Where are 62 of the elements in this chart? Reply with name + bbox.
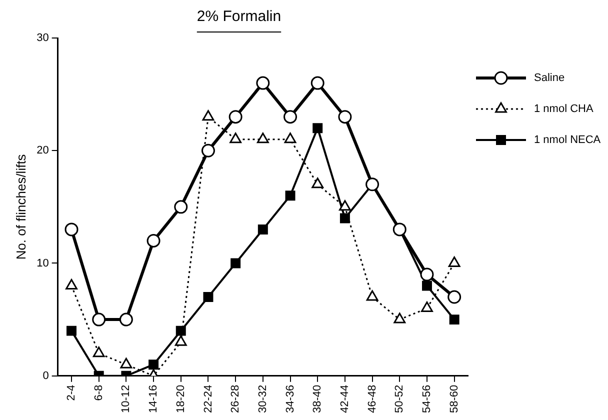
point bbox=[228, 110, 242, 124]
point bbox=[174, 200, 188, 214]
point bbox=[64, 222, 78, 236]
chart-title: 2% Formalin bbox=[196, 8, 282, 26]
point bbox=[176, 326, 186, 336]
point bbox=[284, 110, 298, 124]
point bbox=[92, 346, 105, 358]
x-tick-label: 22-24 bbox=[202, 384, 214, 414]
point bbox=[448, 256, 460, 267]
x-tick-label: 2-4 bbox=[66, 384, 78, 401]
legend-label: Saline bbox=[534, 72, 565, 84]
point bbox=[421, 302, 433, 312]
legend-label: 1 nmol NECA bbox=[534, 134, 602, 146]
point bbox=[340, 213, 350, 224]
point bbox=[284, 132, 296, 144]
point bbox=[230, 132, 242, 144]
point bbox=[174, 335, 187, 346]
point bbox=[449, 314, 460, 325]
point bbox=[201, 144, 215, 158]
point bbox=[258, 224, 268, 234]
point bbox=[256, 132, 269, 144]
point bbox=[66, 279, 78, 290]
point bbox=[148, 360, 159, 370]
point bbox=[202, 110, 214, 121]
y-tick-label: 30 bbox=[36, 32, 49, 44]
x-tick-label: 14-16 bbox=[148, 384, 160, 414]
x-tick-label: 34-36 bbox=[284, 384, 296, 414]
point bbox=[339, 200, 351, 211]
x-tick-label: 10-12 bbox=[120, 384, 132, 414]
x-tick-label: 42-44 bbox=[338, 384, 351, 414]
point bbox=[310, 76, 324, 90]
x-tick-label: 58-60 bbox=[448, 384, 460, 414]
x-tick-label: 18-20 bbox=[174, 384, 187, 414]
point bbox=[256, 76, 270, 90]
x-tick-label: 50-52 bbox=[394, 384, 406, 414]
point bbox=[422, 280, 432, 291]
x-tick-label: 46-48 bbox=[366, 384, 378, 414]
point bbox=[92, 312, 106, 326]
point bbox=[285, 190, 296, 201]
legend-label: 1 nmol CHA bbox=[534, 103, 594, 116]
y-tick-label: 0 bbox=[42, 370, 49, 382]
y-tick-label: 10 bbox=[36, 257, 49, 270]
x-tick-label: 6-8 bbox=[92, 384, 105, 401]
point bbox=[394, 312, 406, 324]
x-tick-label: 30-32 bbox=[256, 384, 269, 414]
point bbox=[203, 292, 214, 302]
point bbox=[338, 110, 352, 124]
x-tick-label: 38-40 bbox=[312, 384, 324, 414]
x-tick-label: 26-28 bbox=[230, 384, 242, 414]
y-axis-title: No. of flinches/lifts bbox=[13, 154, 28, 260]
point bbox=[448, 290, 462, 304]
point bbox=[146, 234, 160, 248]
point bbox=[366, 290, 378, 301]
point bbox=[119, 312, 133, 326]
x-tick-label: 54-56 bbox=[421, 384, 434, 414]
point bbox=[230, 258, 241, 268]
point bbox=[420, 268, 434, 282]
point bbox=[120, 358, 132, 368]
point bbox=[66, 326, 76, 336]
y-tick-label: 20 bbox=[36, 144, 49, 157]
point bbox=[312, 178, 324, 188]
point bbox=[312, 123, 323, 134]
